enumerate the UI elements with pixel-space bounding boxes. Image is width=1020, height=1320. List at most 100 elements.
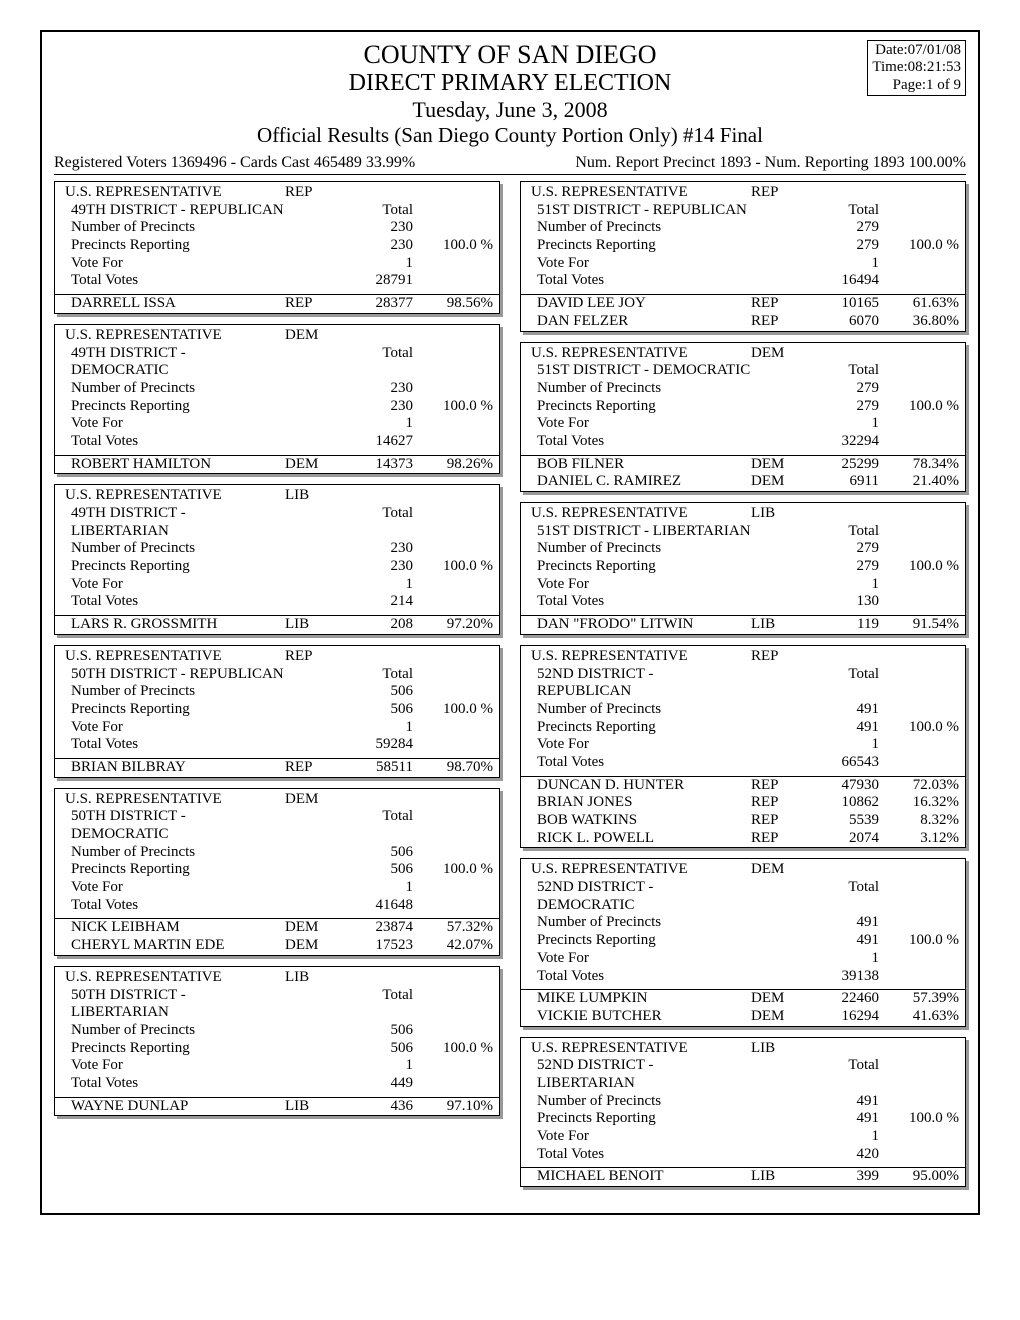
stat-value: 279 — [809, 380, 879, 398]
candidate-party: LIB — [285, 1098, 343, 1116]
candidate-row: BRIAN JONESREP1086216.32% — [521, 794, 965, 812]
candidate-row: BOB WATKINSREP55398.32% — [521, 812, 965, 830]
contest-party: LIB — [751, 505, 809, 523]
stat-pct: 100.0 % — [413, 398, 493, 416]
stat-pct — [413, 879, 493, 897]
stat-label: Vote For — [531, 415, 751, 433]
stat-label: Total Votes — [531, 968, 751, 986]
contest-title: U.S. REPRESENTATIVE — [531, 184, 751, 202]
contest-box: U.S. REPRESENTATIVEREP51ST DISTRICT - RE… — [520, 181, 966, 332]
contest-title: U.S. REPRESENTATIVE — [531, 648, 751, 666]
stat-label: Number of Precincts — [531, 540, 751, 558]
stat-label: Number of Precincts — [531, 219, 751, 237]
stat-pct — [413, 540, 493, 558]
contest-subtitle: 50TH DISTRICT - LIBERTARIAN — [65, 987, 285, 1022]
stat-label: Total Votes — [65, 272, 285, 290]
stat-label: Total Votes — [65, 433, 285, 451]
stat-value: 16494 — [809, 272, 879, 290]
stat-label: Vote For — [65, 719, 285, 737]
candidate-name: DAN FELZER — [531, 313, 751, 331]
total-header: Total — [809, 879, 879, 914]
candidate-name: WAYNE DUNLAP — [65, 1098, 285, 1116]
stat-label: Vote For — [65, 415, 285, 433]
candidate-name: VICKIE BUTCHER — [531, 1008, 751, 1026]
stat-pct — [413, 844, 493, 862]
candidate-votes: 47930 — [809, 777, 879, 795]
stat-value: 1 — [343, 1057, 413, 1075]
stat-pct — [413, 380, 493, 398]
contest-subtitle: 52ND DISTRICT - REPUBLICAN — [531, 666, 751, 701]
stat-value: 1 — [343, 255, 413, 273]
candidate-name: CHERYL MARTIN EDE — [65, 937, 285, 955]
stat-label: Total Votes — [65, 736, 285, 754]
candidate-pct: 41.63% — [879, 1008, 959, 1026]
candidate-party: DEM — [751, 473, 809, 491]
candidate-pct: 8.32% — [879, 812, 959, 830]
candidate-pct: 16.32% — [879, 794, 959, 812]
contest-party: REP — [751, 648, 809, 666]
stat-label: Precincts Reporting — [531, 237, 751, 255]
total-header: Total — [343, 345, 413, 380]
stat-label: Vote For — [531, 255, 751, 273]
candidate-name: NICK LEIBHAM — [65, 919, 285, 937]
contest-subtitle: 52ND DISTRICT - DEMOCRATIC — [531, 879, 751, 914]
stat-value: 41648 — [343, 897, 413, 915]
stat-pct — [413, 897, 493, 915]
election-report-page: Date:07/01/08 Time:08:21:53 Page:1 of 9 … — [40, 30, 980, 1215]
candidate-pct: 3.12% — [879, 830, 959, 848]
stat-label: Number of Precincts — [65, 540, 285, 558]
candidate-party: DEM — [285, 919, 343, 937]
contest-title: U.S. REPRESENTATIVE — [531, 345, 751, 363]
candidate-row: DANIEL C. RAMIREZDEM691121.40% — [521, 473, 965, 491]
contest-box: U.S. REPRESENTATIVEDEM52ND DISTRICT - DE… — [520, 858, 966, 1026]
candidate-name: MIKE LUMPKIN — [531, 990, 751, 1008]
contest-subtitle: 50TH DISTRICT - DEMOCRATIC — [65, 808, 285, 843]
stat-value: 491 — [809, 914, 879, 932]
stat-value: 230 — [343, 380, 413, 398]
stat-value: 214 — [343, 593, 413, 611]
stat-pct — [413, 683, 493, 701]
stat-value: 1 — [809, 950, 879, 968]
stat-label: Precincts Reporting — [531, 1110, 751, 1128]
stat-label: Precincts Reporting — [531, 932, 751, 950]
contest-box: U.S. REPRESENTATIVELIB52ND DISTRICT - LI… — [520, 1037, 966, 1188]
candidate-row: BOB FILNERDEM2529978.34% — [521, 456, 965, 474]
stat-label: Number of Precincts — [65, 380, 285, 398]
column-left: U.S. REPRESENTATIVEREP49TH DISTRICT - RE… — [54, 181, 500, 1197]
contest-party: REP — [285, 184, 343, 202]
candidate-party: DEM — [285, 937, 343, 955]
candidate-row: NICK LEIBHAMDEM2387457.32% — [55, 919, 499, 937]
total-header: Total — [343, 987, 413, 1022]
stat-value: 230 — [343, 237, 413, 255]
candidate-votes: 436 — [343, 1098, 413, 1116]
summary-right: Num. Report Precinct 1893 - Num. Reporti… — [575, 154, 966, 172]
candidate-name: RICK L. POWELL — [531, 830, 751, 848]
stat-pct: 100.0 % — [879, 398, 959, 416]
stat-pct — [879, 968, 959, 986]
candidate-party: LIB — [751, 1168, 809, 1186]
stat-value: 230 — [343, 219, 413, 237]
candidate-party: LIB — [751, 616, 809, 634]
stat-value: 420 — [809, 1146, 879, 1164]
stat-label: Number of Precincts — [531, 701, 751, 719]
candidate-party: REP — [751, 794, 809, 812]
contest-subtitle: 49TH DISTRICT - LIBERTARIAN — [65, 505, 285, 540]
meta-time: Time:08:21:53 — [872, 59, 961, 76]
contest-party: DEM — [751, 345, 809, 363]
contest-subtitle: 51ST DISTRICT - REPUBLICAN — [531, 202, 751, 220]
summary-row: Registered Voters 1369496 - Cards Cast 4… — [54, 152, 966, 175]
stat-label: Precincts Reporting — [65, 1040, 285, 1058]
candidate-votes: 17523 — [343, 937, 413, 955]
contest-party: LIB — [751, 1040, 809, 1058]
candidate-party: DEM — [285, 456, 343, 474]
stat-label: Number of Precincts — [531, 380, 751, 398]
stat-pct: 100.0 % — [413, 1040, 493, 1058]
stat-pct — [879, 593, 959, 611]
contest-box: U.S. REPRESENTATIVEDEM50TH DISTRICT - DE… — [54, 788, 500, 956]
stat-value: 506 — [343, 1040, 413, 1058]
stat-value: 28791 — [343, 272, 413, 290]
stat-label: Number of Precincts — [531, 1093, 751, 1111]
candidate-pct: 98.26% — [413, 456, 493, 474]
stat-pct — [879, 1093, 959, 1111]
stat-pct: 100.0 % — [413, 701, 493, 719]
